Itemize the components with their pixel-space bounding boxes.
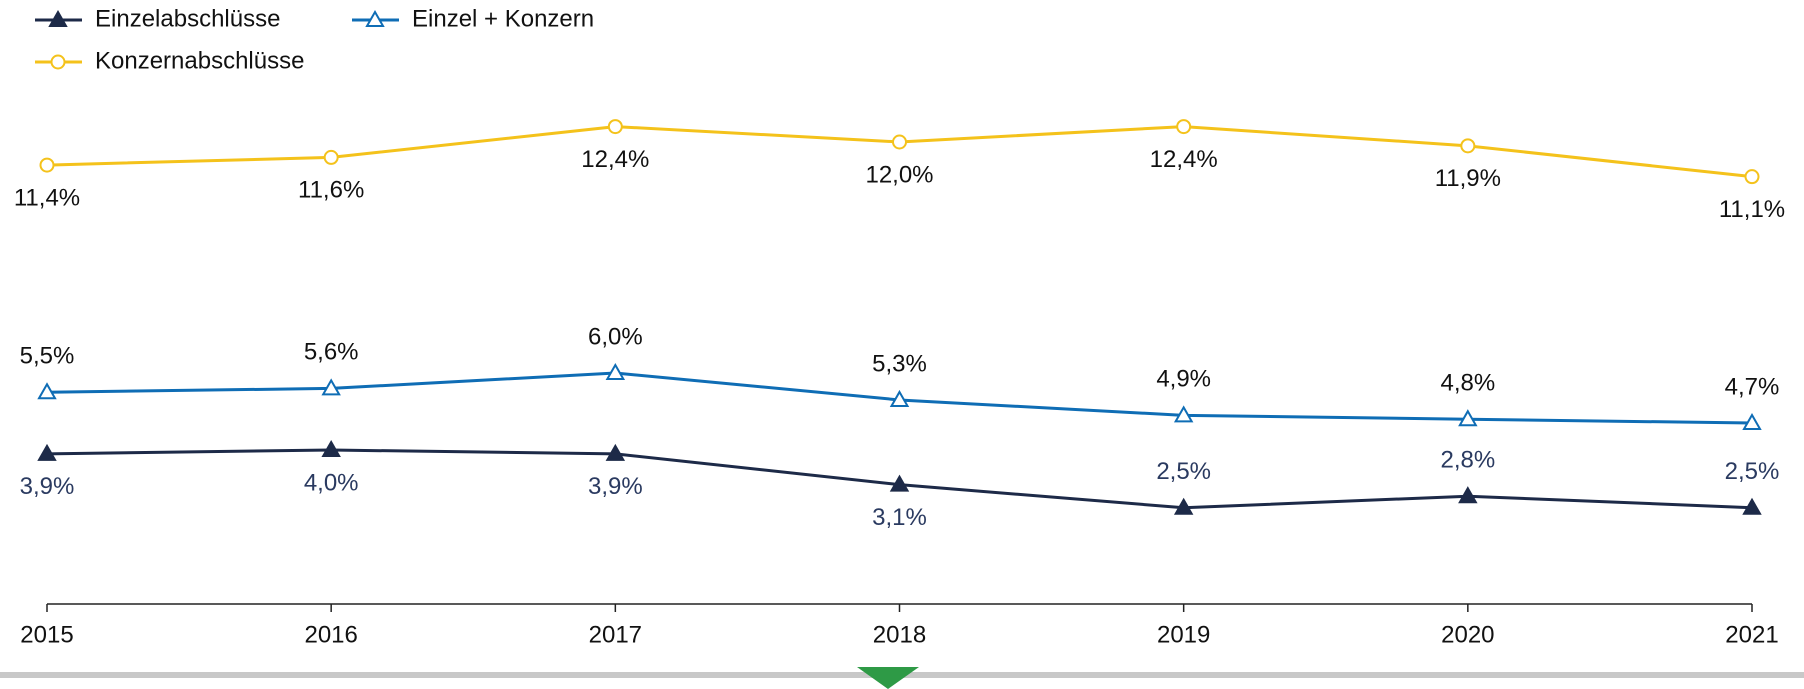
legend-marker (365, 9, 385, 27)
point (1458, 486, 1478, 504)
data-label: 5,6% (304, 339, 359, 366)
data-label: 12,0% (865, 161, 933, 188)
point (321, 439, 341, 457)
point (39, 157, 55, 173)
x-tick-label: 2020 (1441, 621, 1494, 648)
point (1173, 497, 1194, 515)
point (1458, 409, 1478, 427)
legend-marker (48, 9, 68, 27)
point (323, 149, 339, 165)
data-label: 5,5% (20, 343, 75, 370)
data-label: 4,9% (1156, 366, 1211, 393)
data-label: 11,1% (1719, 196, 1785, 223)
point (889, 474, 910, 492)
point (607, 119, 623, 135)
legend-label: Konzernabschlüsse (95, 47, 304, 74)
data-label: 4,7% (1725, 373, 1780, 400)
x-tick-label: 2016 (304, 621, 357, 648)
point (1173, 405, 1194, 423)
data-label: 4,8% (1440, 370, 1495, 397)
legend-label: Einzelabschlüsse (95, 5, 280, 32)
point (321, 378, 341, 396)
point (892, 134, 907, 150)
data-label: 3,9% (588, 473, 643, 500)
x-tick-label: 2015 (20, 621, 73, 648)
point (1742, 413, 1762, 431)
data-label: 2,5% (1725, 458, 1780, 485)
point (889, 389, 910, 407)
legend-label: Einzel + Konzern (412, 5, 594, 32)
data-label: 3,9% (20, 473, 75, 500)
data-label: 4,0% (304, 469, 359, 496)
data-label: 5,3% (872, 350, 927, 377)
data-label: 11,4% (14, 184, 80, 211)
point (1742, 497, 1762, 515)
point (1460, 138, 1476, 154)
data-label: 2,5% (1156, 458, 1211, 485)
point (37, 382, 57, 400)
point (605, 443, 626, 461)
point (605, 362, 626, 380)
data-label: 6,0% (588, 323, 643, 350)
data-label: 11,6% (298, 177, 364, 204)
point (37, 443, 57, 461)
x-tick-label: 2017 (589, 621, 642, 648)
x-tick-label: 2019 (1157, 621, 1210, 648)
point (1744, 169, 1760, 185)
expand-toggle[interactable] (857, 667, 919, 689)
data-label: 12,4% (1150, 146, 1218, 173)
point (1176, 119, 1192, 135)
x-tick-label: 2021 (1725, 621, 1778, 648)
legend-marker (50, 54, 66, 70)
data-label: 12,4% (581, 146, 649, 173)
x-tick-label: 2018 (873, 621, 926, 648)
data-label: 2,8% (1440, 447, 1495, 474)
data-label: 3,1% (872, 504, 927, 531)
data-label: 11,9% (1435, 165, 1501, 192)
